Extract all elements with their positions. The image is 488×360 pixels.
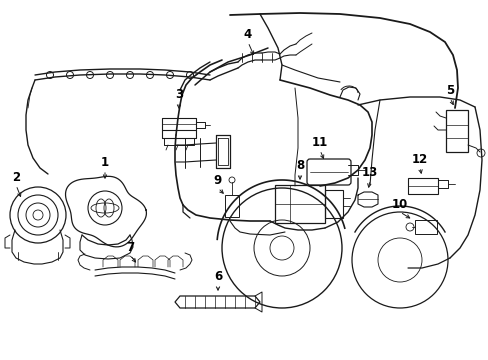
Text: 1: 1: [101, 156, 109, 168]
Text: 11: 11: [311, 135, 327, 149]
Text: 10: 10: [391, 198, 407, 211]
Text: 2: 2: [12, 171, 20, 184]
Text: 4: 4: [244, 27, 252, 41]
Text: 7: 7: [126, 240, 134, 253]
Bar: [445, 110, 467, 152]
Text: 9: 9: [213, 174, 222, 186]
Text: 6: 6: [213, 270, 222, 284]
Text: 8: 8: [295, 158, 304, 171]
Bar: [407, 178, 437, 194]
Text: 13: 13: [361, 166, 377, 179]
Text: 5: 5: [445, 84, 453, 96]
Text: 12: 12: [411, 153, 427, 166]
Bar: [274, 185, 325, 223]
Bar: [325, 190, 342, 218]
Text: 3: 3: [175, 87, 183, 100]
Bar: [414, 220, 436, 234]
Bar: [224, 195, 239, 217]
